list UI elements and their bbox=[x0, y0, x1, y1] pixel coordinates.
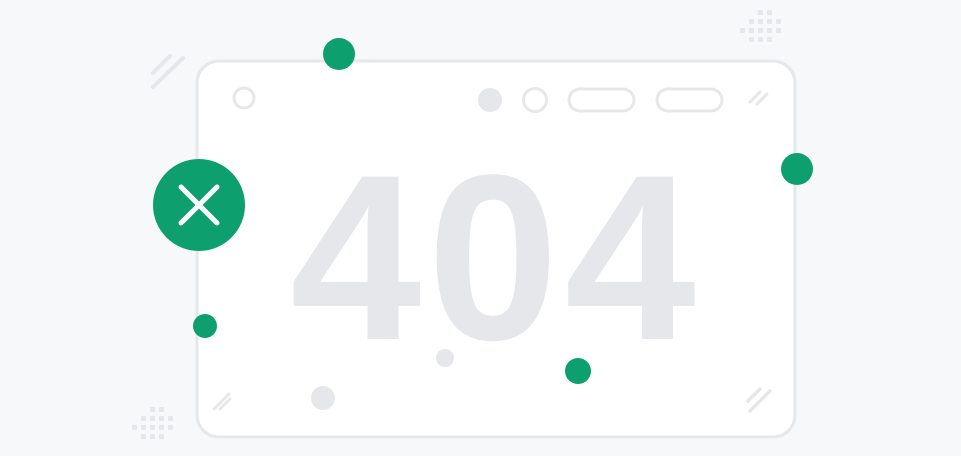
error-code-text: 404 bbox=[290, 126, 702, 390]
slash-decoration-icon bbox=[151, 54, 185, 89]
dot-grid-top-right-icon bbox=[740, 10, 781, 42]
window-control-pill-icon bbox=[655, 87, 724, 113]
window-control-dot-icon bbox=[478, 88, 502, 112]
accent-dot-icon bbox=[193, 314, 217, 338]
window-control-pill-icon bbox=[567, 87, 636, 113]
accent-dot-icon bbox=[323, 38, 355, 70]
window-corner-circle-icon bbox=[232, 86, 256, 110]
error-badge bbox=[153, 159, 245, 251]
accent-dot-icon bbox=[565, 358, 591, 384]
decor-dot-icon bbox=[436, 349, 454, 367]
dot-grid-bottom-left-icon bbox=[132, 407, 173, 439]
accent-dot-icon bbox=[781, 153, 813, 185]
slash-decoration-icon bbox=[748, 90, 769, 106]
slash-decoration-icon bbox=[212, 392, 232, 411]
window-control-circle-icon bbox=[522, 87, 548, 113]
decor-dot-icon bbox=[311, 386, 335, 410]
slash-decoration-icon bbox=[746, 387, 772, 413]
close-icon bbox=[178, 184, 220, 226]
